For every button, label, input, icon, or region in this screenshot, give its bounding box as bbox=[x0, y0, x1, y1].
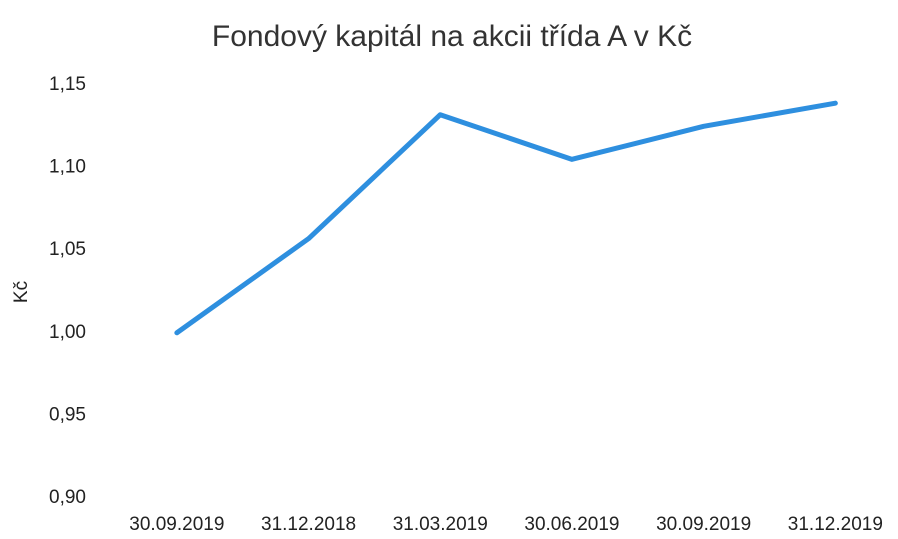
chart-title: Fondový kapitál na akcii třída A v Kč bbox=[212, 20, 692, 53]
y-axis-label: Kč bbox=[11, 281, 32, 303]
y-tick-label: 0,90 bbox=[49, 487, 86, 508]
y-tick-label: 1,05 bbox=[49, 239, 86, 260]
line-series bbox=[174, 100, 838, 336]
x-tick-label: 30.09.2019 bbox=[129, 514, 224, 535]
y-tick-label: 0,95 bbox=[49, 404, 86, 425]
y-tick-label: 1,10 bbox=[49, 157, 86, 178]
x-tick-label: 31.03.2019 bbox=[393, 514, 488, 535]
x-tick-label: 31.12.2018 bbox=[261, 514, 356, 535]
x-tick-label: 30.06.2019 bbox=[524, 514, 619, 535]
x-tick-label: 30.09.2019 bbox=[656, 514, 751, 535]
y-tick-label: 1,15 bbox=[49, 74, 86, 95]
y-tick-label: 1,00 bbox=[49, 322, 86, 343]
x-tick-label: 31.12.2019 bbox=[788, 514, 883, 535]
